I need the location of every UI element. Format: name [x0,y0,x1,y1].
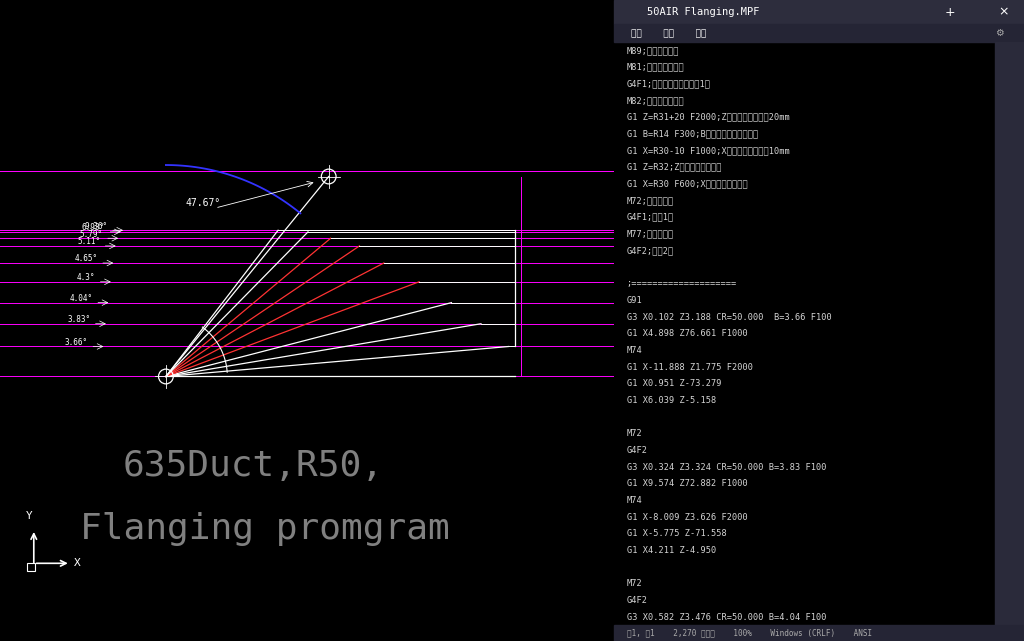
Text: M89;涨轴张紧输出: M89;涨轴张紧输出 [627,46,679,55]
Text: ■ ○ ● □  feed1: ■ ○ ● □ feed1 [31,78,87,84]
Text: G3 X0.102 Z3.188 CR=50.000  B=3.66 F100: G3 X0.102 Z3.188 CR=50.000 B=3.66 F100 [627,313,831,322]
Bar [614,0,1024,24]
Text: G4F2;暂停2秒: G4F2;暂停2秒 [627,246,674,255]
Text: 编辑(E): 编辑(E) [3,31,20,38]
Text: 文件    编辑    查看: 文件 编辑 查看 [631,29,706,38]
Text: G1 X0.951 Z-73.279: G1 X0.951 Z-73.279 [627,379,721,388]
Text: X: X [74,558,81,569]
Text: G1 X4.211 Z-4.950: G1 X4.211 Z-4.950 [627,546,716,555]
Text: M74: M74 [627,346,642,355]
Text: 50AIR Flanging.MPF: 50AIR Flanging.MPF [647,7,760,17]
Text: 格式(O): 格式(O) [155,31,173,38]
Text: G1 X=R30-10 F1000;X轴从翻边位置下降10mm: G1 X=R30-10 F1000;X轴从翻边位置下降10mm [627,146,790,155]
Bar [614,24,1024,42]
Text: 数控床自动编程软件 - [D:\HuaweiMoveData\Users\joby\Desktop\Flanging\翻边机调试教程\R50 Air Flang: 数控床自动编程软件 - [D:\HuaweiMoveData\Users\job… [209,8,539,14]
Text: 域素数控 SPINCAD(P): 域素数控 SPINCAD(P) [457,31,513,38]
Text: 4.65°: 4.65° [75,254,97,263]
Text: 行1, 列1    2,270 个字符    100%    Windows (CRLF)    ANSI: 行1, 列1 2,270 个字符 100% Windows (CRLF) ANS… [627,629,871,638]
Text: G91: G91 [627,296,642,305]
Text: G1 X9.574 Z72.882 F1000: G1 X9.574 Z72.882 F1000 [627,479,748,488]
Text: 帮助(H): 帮助(H) [557,31,575,38]
Text: M72: M72 [627,579,642,588]
Text: 8455.7770, 0.0000    捕捉  栅格  正交  极轴  对象捕提  对象追踪  DUCS  DYN  线宽  ■ ■: 8455.7770, 0.0000 捕捉 栅格 正交 极轴 对象捕提 对象追踪 … [6,627,221,633]
Text: 6.93°: 6.93° [82,223,105,232]
Text: G4F2: G4F2 [627,446,648,455]
Text: ⬛ 📂 💾  ✂ 📋  ↩ ↪  🔍🔍🔍  📐📏  ByLayer        ByLayer: ⬛ 📂 💾 ✂ 📋 ↩ ↪ 🔍🔍🔍 📐📏 ByLayer ByLayer [234,55,380,60]
Text: 视图(V): 视图(V) [53,31,72,38]
Text: □: □ [572,6,583,16]
Text: G1 X6.039 Z-5.158: G1 X6.039 Z-5.158 [627,396,716,405]
Text: G1 X=R30 F600;X轴上升到翻边位置: G1 X=R30 F600;X轴上升到翻边位置 [627,179,748,188]
Text: 3.83°: 3.83° [68,315,90,324]
Text: M81;定位板后退启动: M81;定位板后退启动 [627,63,684,72]
Text: Flanging promgram: Flanging promgram [80,512,450,546]
Text: G4F1;定位板后退输出时间1秒: G4F1;定位板后退输出时间1秒 [627,79,711,88]
Text: G3 X0.324 Z3.324 CR=50.000 B=3.83 F100: G3 X0.324 Z3.324 CR=50.000 B=3.83 F100 [627,463,826,472]
Text: 修改(M): 修改(M) [355,31,375,38]
Bar [27,563,35,571]
Bar [614,625,1024,641]
Text: M77;翻边轮旋转: M77;翻边轮旋转 [627,229,674,238]
Text: M72;翻边轮夹紧: M72;翻边轮夹紧 [627,196,674,205]
Text: +: + [945,6,955,19]
Text: G1 X-11.888 Z1.775 F2000: G1 X-11.888 Z1.775 F2000 [627,363,753,372]
Bar [995,42,1024,625]
Text: 47.67°: 47.67° [185,198,220,208]
Text: G4F2: G4F2 [627,596,648,605]
Text: Express: Express [407,32,432,38]
Text: ×: × [592,6,600,16]
Text: 插入(I): 插入(I) [103,31,119,38]
Text: ;====================: ;==================== [627,279,737,288]
Text: G1 X4.898 Z76.661 F1000: G1 X4.898 Z76.661 F1000 [627,329,748,338]
Text: 窗口(W): 窗口(W) [507,31,526,38]
Text: G1 X-8.009 Z3.626 F2000: G1 X-8.009 Z3.626 F2000 [627,513,748,522]
Text: G1 Z=R32;Z轴前进到翻边位置: G1 Z=R32;Z轴前进到翻边位置 [627,163,721,172]
Text: G4F1;暂停1秒: G4F1;暂停1秒 [627,213,674,222]
Text: M82;定位板后退结束: M82;定位板后退结束 [627,96,684,105]
Text: G1 X-5.775 Z-71.558: G1 X-5.775 Z-71.558 [627,529,726,538]
Text: 3.66°: 3.66° [65,338,88,347]
Text: ⚙: ⚙ [995,28,1004,38]
Text: ×: × [998,6,1009,19]
Text: 9.36°: 9.36° [84,222,108,231]
Text: 工具(T): 工具(T) [205,31,222,38]
Text: 635Duct,R50,: 635Duct,R50, [123,449,384,483]
Text: 4.3°: 4.3° [77,273,95,282]
Text: G1 B=R14 F300;B轴转到至翻边起始角度: G1 B=R14 F300;B轴转到至翻边起始角度 [627,129,758,138]
Text: 5.11°: 5.11° [77,237,100,246]
Text: G3 X0.582 Z3.476 CR=50.000 B=4.04 F100: G3 X0.582 Z3.476 CR=50.000 B=4.04 F100 [627,613,826,622]
Text: 标注(N): 标注(N) [305,31,324,38]
Text: Y: Y [27,512,33,521]
Text: G1 Z=R31+20 F2000;Z轴从定位位置退后20mm: G1 Z=R31+20 F2000;Z轴从定位位置退后20mm [627,113,790,122]
Text: 绘图(D): 绘图(D) [255,31,273,38]
Text: 5.79°: 5.79° [80,229,102,238]
Text: M74: M74 [627,496,642,505]
Text: M72: M72 [627,429,642,438]
Text: 4.04°: 4.04° [70,294,93,303]
Text: _: _ [557,6,561,16]
